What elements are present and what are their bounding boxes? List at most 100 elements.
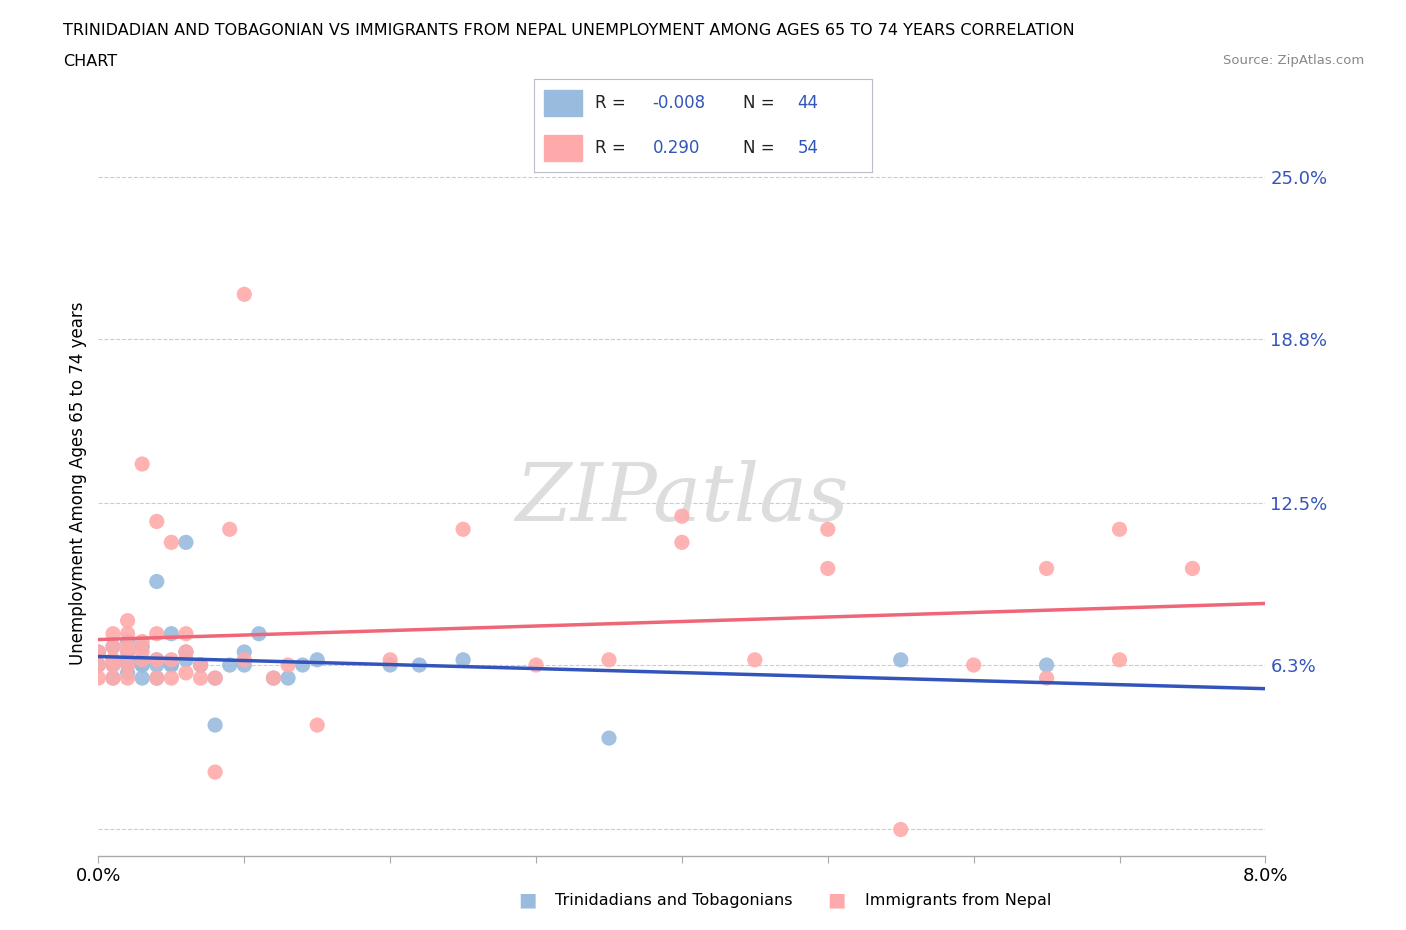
Point [1108, 652, 1130, 667]
Point [117, 626, 139, 641]
Point [101, 671, 124, 685]
Point [174, 652, 197, 667]
Point [174, 535, 197, 550]
Point [101, 639, 124, 654]
Point [131, 644, 153, 659]
Point [380, 658, 402, 672]
Point [277, 658, 299, 672]
Point [101, 658, 124, 672]
Point [451, 652, 474, 667]
Point [117, 613, 139, 628]
Point [408, 658, 430, 672]
Point [160, 658, 183, 672]
Text: 0.290: 0.290 [652, 140, 700, 157]
Point [380, 652, 402, 667]
Point [117, 652, 139, 667]
Y-axis label: Unemployment Among Ages 65 to 74 years: Unemployment Among Ages 65 to 74 years [69, 302, 87, 665]
Point [131, 671, 153, 685]
Point [101, 639, 124, 654]
Point [131, 658, 153, 672]
Point [117, 658, 139, 672]
Text: ■: ■ [517, 891, 537, 910]
Point [117, 666, 139, 681]
Point [146, 671, 169, 685]
Text: ■: ■ [827, 891, 846, 910]
Point [1108, 522, 1130, 537]
Point [87, 671, 110, 685]
Point [131, 634, 153, 649]
Point [1181, 561, 1204, 576]
Point [262, 671, 284, 685]
Point [307, 718, 329, 733]
Point [218, 658, 240, 672]
Point [218, 522, 240, 537]
Text: TRINIDADIAN AND TOBAGONIAN VS IMMIGRANTS FROM NEPAL UNEMPLOYMENT AMONG AGES 65 T: TRINIDADIAN AND TOBAGONIAN VS IMMIGRANTS… [63, 23, 1076, 38]
Point [1035, 671, 1057, 685]
Bar [544, 90, 582, 116]
Point [146, 574, 169, 589]
Point [890, 652, 912, 667]
Text: R =: R = [595, 140, 637, 157]
Point [671, 535, 693, 550]
Point [174, 644, 197, 659]
Point [87, 644, 110, 659]
Point [233, 286, 256, 301]
Point [146, 658, 169, 672]
Point [101, 652, 124, 667]
Point [160, 652, 183, 667]
Point [174, 626, 197, 641]
Point [101, 658, 124, 672]
Point [598, 731, 620, 746]
Point [146, 671, 169, 685]
Point [101, 671, 124, 685]
Point [131, 639, 153, 654]
Bar [544, 135, 582, 161]
Point [131, 652, 153, 667]
Point [190, 658, 212, 672]
Point [117, 658, 139, 672]
Text: R =: R = [595, 94, 631, 112]
Point [160, 671, 183, 685]
Text: N =: N = [744, 94, 780, 112]
Point [160, 658, 183, 672]
Point [204, 671, 226, 685]
Point [204, 764, 226, 779]
Point [117, 644, 139, 659]
Point [204, 671, 226, 685]
Text: N =: N = [744, 140, 780, 157]
Point [598, 652, 620, 667]
Point [117, 671, 139, 685]
Point [87, 658, 110, 672]
Text: Immigrants from Nepal: Immigrants from Nepal [865, 893, 1052, 908]
Point [233, 658, 256, 672]
Point [174, 666, 197, 681]
Point [131, 652, 153, 667]
Point [890, 822, 912, 837]
Point [174, 644, 197, 659]
Point [1035, 658, 1057, 672]
Point [190, 671, 212, 685]
Point [744, 652, 766, 667]
Text: CHART: CHART [63, 54, 117, 69]
Point [247, 626, 270, 641]
Point [117, 644, 139, 659]
Point [131, 658, 153, 672]
Point [817, 561, 839, 576]
Point [307, 652, 329, 667]
Text: Trinidadians and Tobagonians: Trinidadians and Tobagonians [555, 893, 793, 908]
Point [1035, 561, 1057, 576]
Point [160, 535, 183, 550]
Point [190, 658, 212, 672]
Text: -0.008: -0.008 [652, 94, 706, 112]
Point [277, 671, 299, 685]
Point [117, 634, 139, 649]
Point [160, 626, 183, 641]
Point [817, 522, 839, 537]
Point [190, 658, 212, 672]
Text: Source: ZipAtlas.com: Source: ZipAtlas.com [1223, 54, 1364, 67]
Point [524, 658, 547, 672]
Point [146, 652, 169, 667]
Point [87, 658, 110, 672]
Point [233, 652, 256, 667]
Point [233, 644, 256, 659]
